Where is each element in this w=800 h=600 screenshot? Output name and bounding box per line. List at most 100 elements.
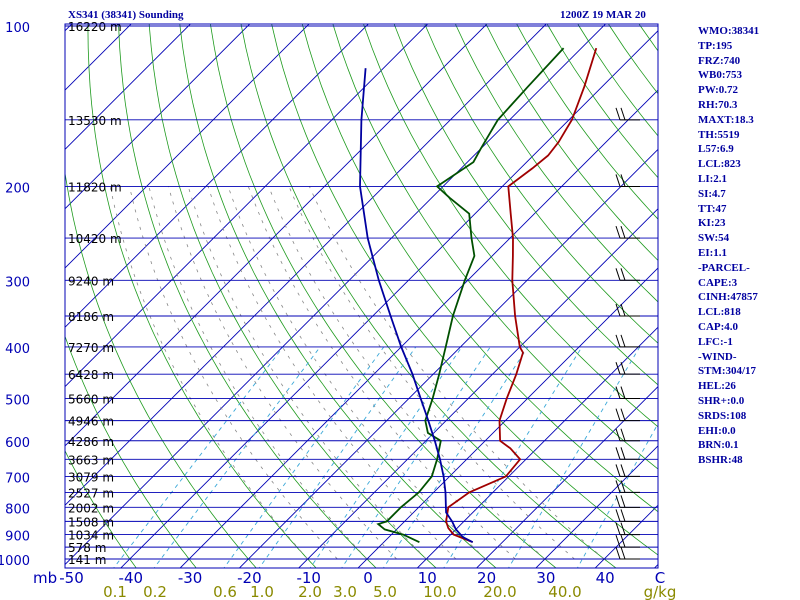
isotherm-line [65,24,429,388]
mixing-ratio-line [113,346,284,568]
moist-adiabat [268,186,546,560]
height-label: 6428 m [68,368,114,382]
wind-barb [615,303,640,317]
index-item: PW:0.72 [698,84,739,97]
height-label: 3663 m [68,453,114,467]
temperature-tick-label: -30 [178,569,203,587]
barb-flag [615,534,621,548]
pressure-tick-label: 800 [5,502,30,517]
temperature-tick-label: 30 [536,569,555,587]
barb-flag [615,495,621,508]
wind-barb [615,522,640,536]
temperature-tick-label: 0 [363,569,373,587]
index-item: SHR+:0.0 [698,394,745,407]
pressure-tick-label: 600 [5,436,30,451]
pressure-tick-label: 500 [5,394,30,409]
pressure-tick-label: 700 [5,471,30,486]
pressure-tick-label: 1000 [0,554,30,569]
wind-barb [615,174,640,187]
barb-flag [620,174,626,187]
temperature-tick-label: -40 [119,569,144,587]
barb-flag [620,334,626,348]
temperature-tick-label: 20 [477,569,496,587]
wind-barb [615,225,640,239]
index-item: STM:304/17 [698,365,757,378]
temperature-tick-label: -50 [59,569,84,587]
index-item: RH:70.3 [698,98,738,111]
mixing-ratio-label: 0.1 [103,583,127,600]
barb-flag [620,546,626,560]
barb-flag [620,495,626,508]
height-label: 9240 m [68,274,114,288]
index-item: HEL:26 [698,380,736,393]
mixing-ratio-line [507,346,641,568]
height-label: 3079 m [68,470,114,484]
pressure-tick-label: 300 [5,275,30,290]
indices-panel: WMO:38341 TP:195 FRZ:740 WB0:753 PW:0.72 RH:7… [698,24,798,468]
mixing-ratio-label: 2.0 [298,583,322,600]
barb-flag [620,509,626,522]
barb-flag [620,480,626,493]
index-item: EI:1.1 [698,246,728,259]
height-label: 13530 m [68,114,122,128]
pressure-tick-label: 200 [5,181,30,196]
isotherm-line [65,24,607,566]
wind-barbs [615,107,640,560]
barb-flag [615,303,621,317]
index-item: MAXT:18.3 [698,113,754,126]
isotherm-line [65,24,251,210]
barb-flag [620,408,626,421]
wind-barb [615,464,640,477]
index-item: KI:23 [698,217,726,230]
barb-flag [615,225,621,239]
isotherm-line [298,208,658,568]
temperature-tick-label: 10 [418,569,437,587]
height-label: 16220 m [68,20,122,34]
index-item: SI:4.7 [698,187,726,200]
wind-barb [615,386,640,400]
barb-flag [620,225,626,239]
mixing-ratio-line [258,346,417,568]
barb-flag [615,546,621,560]
index-item: WB0:753 [698,69,742,82]
y-unit-label: mb [33,569,57,587]
index-item: TT:47 [698,202,727,215]
mixing-ratio-label: g/kg [644,583,677,600]
index-item: TH:5519 [698,128,740,141]
wind-barb [615,408,640,422]
index-item: -WIND- [698,350,737,363]
pressure-tick-label: 400 [5,342,30,357]
height-label: 5660 m [68,393,114,407]
temperature-tick-label: -20 [237,569,262,587]
mixing-ratio-line [443,346,583,568]
wind-barb [615,534,640,548]
height-label: 10420 m [68,232,122,246]
wind-barb [615,362,640,375]
index-item: LCL:823 [698,158,741,171]
index-item: EHI:0.0 [698,424,736,437]
barb-flag [615,362,621,375]
dry-adiabat [65,335,197,568]
mixing-ratio-line [153,346,321,568]
barb-flag [620,428,626,441]
barb-flag [615,408,621,421]
barb-flag [620,268,626,281]
isotherm-line [238,148,658,568]
pressure-tick-label: 100 [5,21,30,36]
barb-flag [615,522,621,535]
height-label: 7270 m [68,341,114,355]
index-item: CAP:4.0 [698,320,739,333]
isotherm-line [65,24,369,328]
wind-barb [615,268,640,281]
barb-flag [615,464,621,477]
height-label: 1508 m [68,515,114,529]
moist-adiabat [309,186,605,560]
wind-barb [615,546,640,560]
pressure-tick-label: 900 [5,530,30,545]
barb-flag [620,534,626,548]
moist-adiabat [187,186,427,560]
dewpoint-profile [376,47,565,544]
mixing-ratio-label: 0.6 [213,583,237,600]
